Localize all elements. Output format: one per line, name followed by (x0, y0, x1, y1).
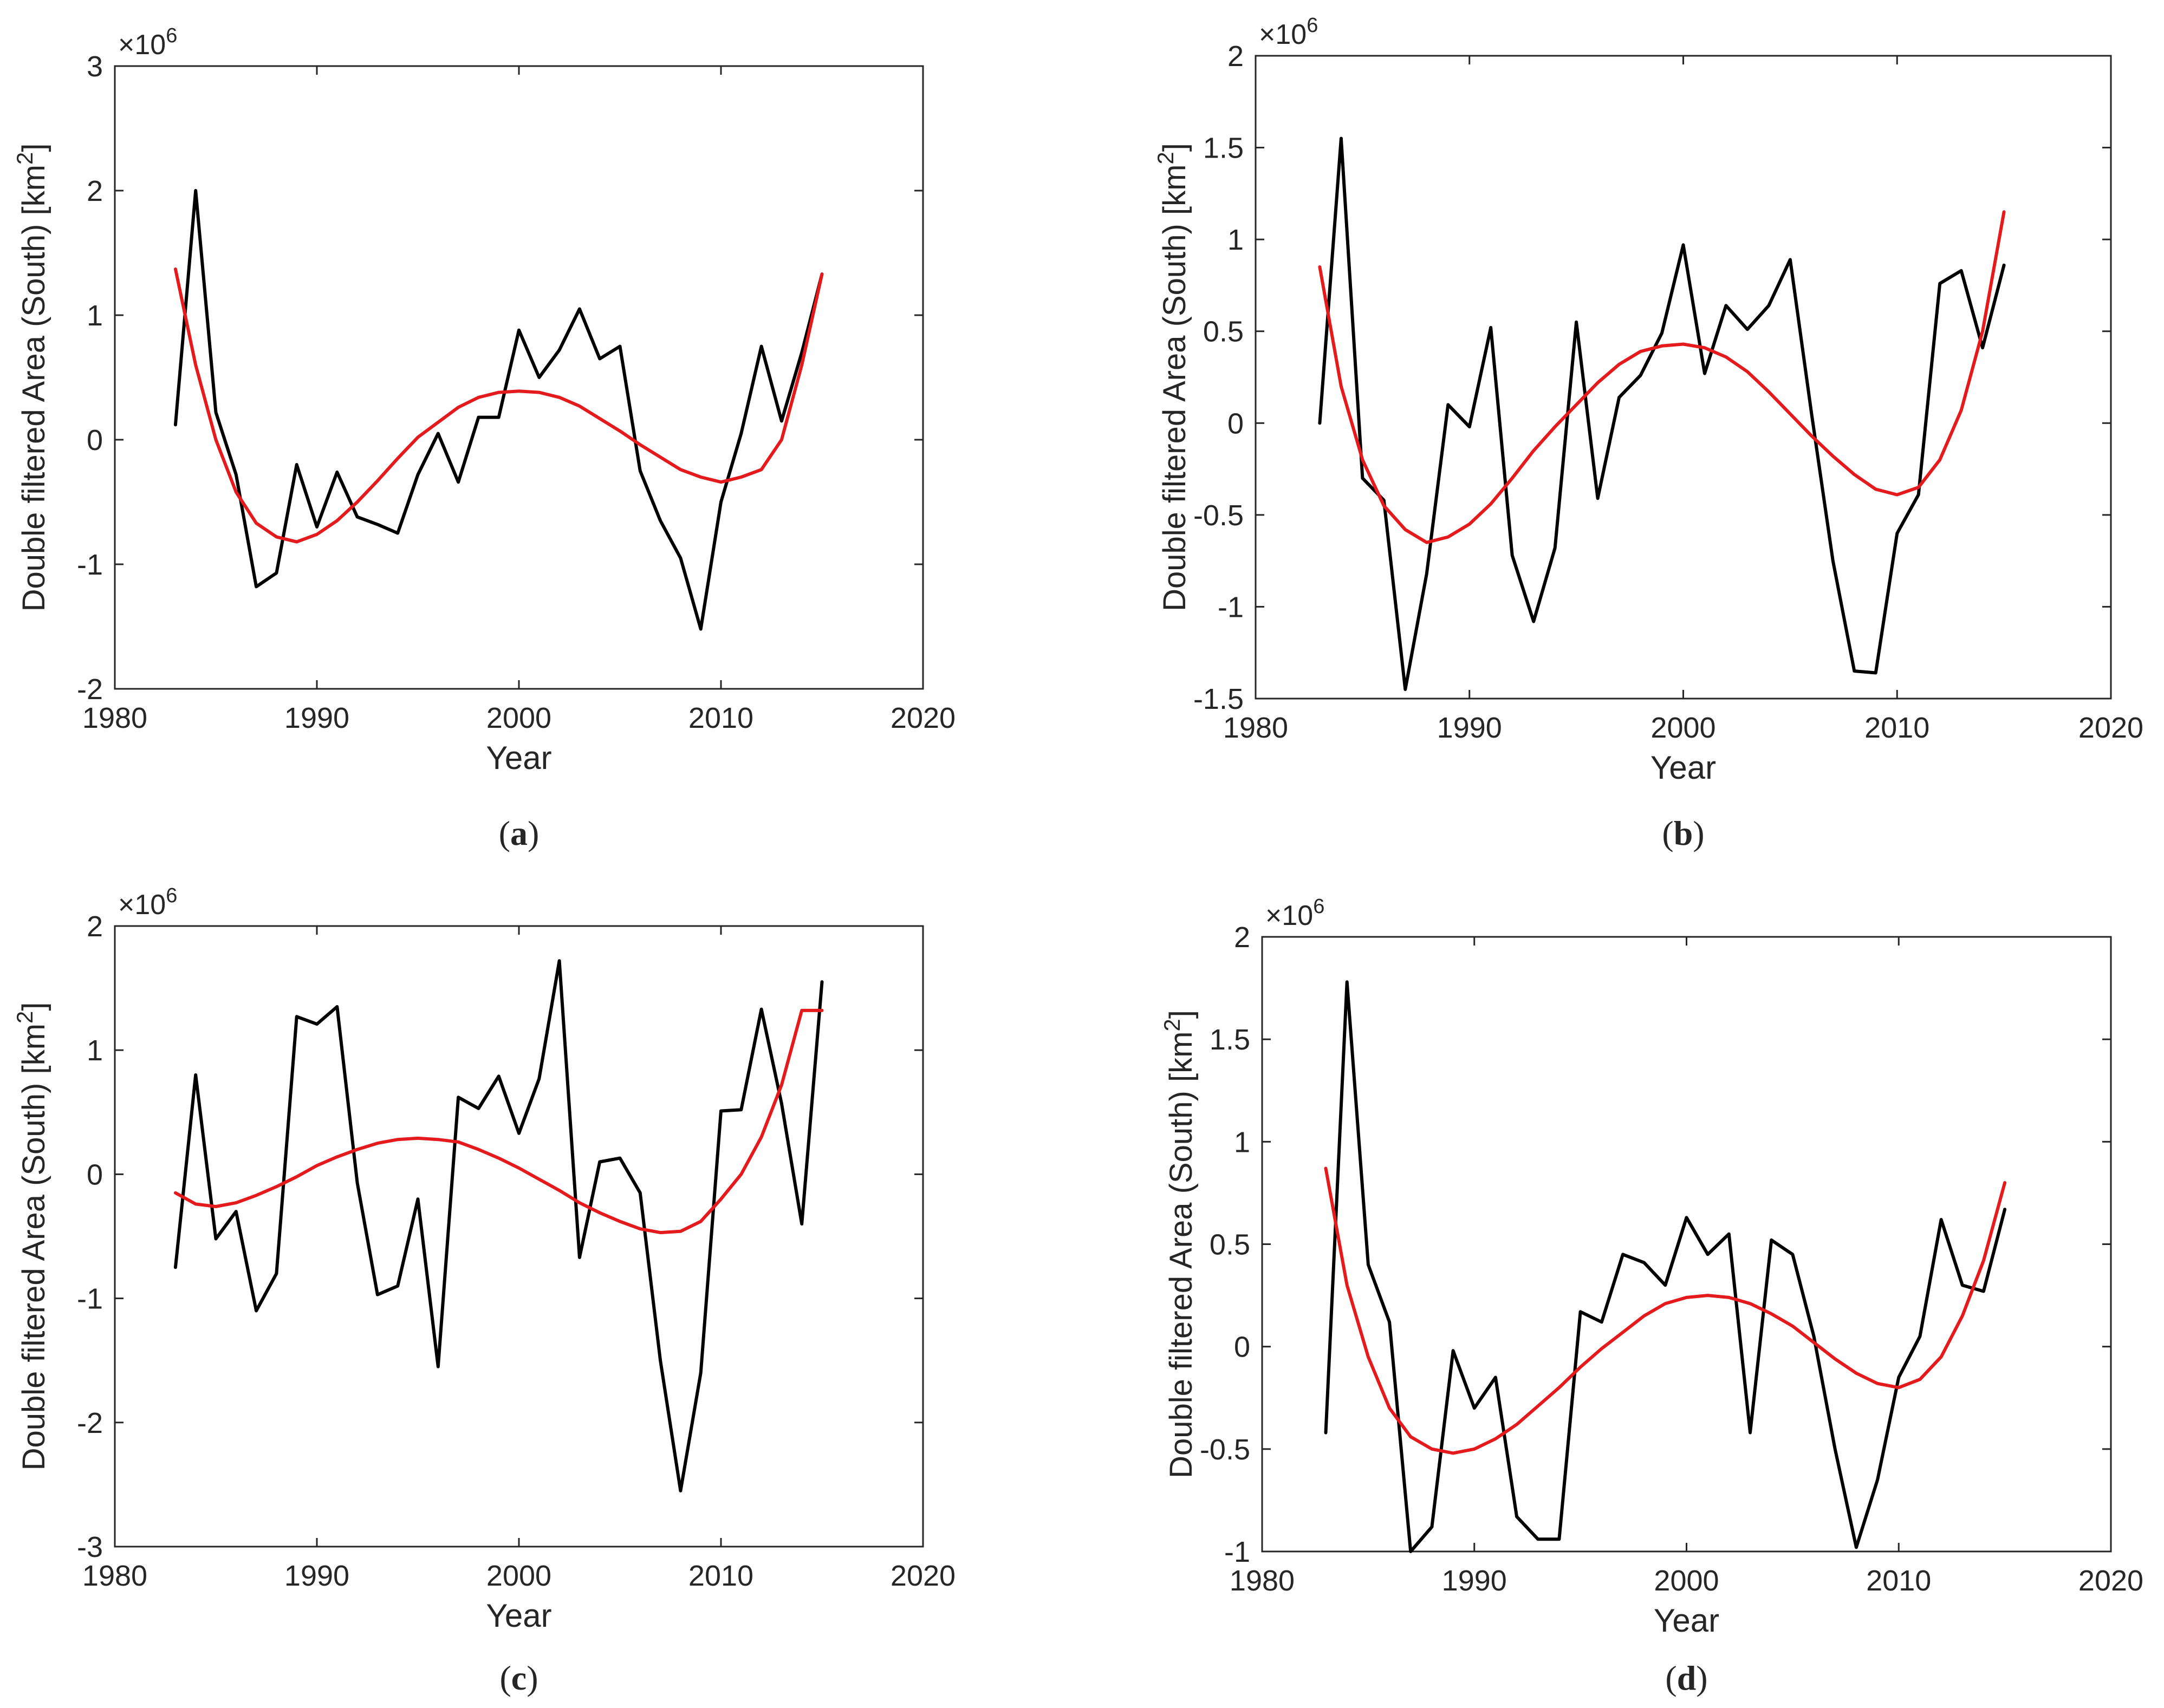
y-axis-label: Double filtered Area (South) [km2] (1153, 143, 1192, 611)
y-tick-label: -2 (77, 1407, 103, 1439)
y-tick-label: 2 (87, 175, 103, 207)
x-tick-label: 1980 (82, 702, 147, 734)
y-axis-label: Double filtered Area (South) [km2] (12, 1002, 51, 1471)
exponent-label: ×106 (1259, 14, 1318, 50)
x-tick-label: 1980 (1230, 1564, 1295, 1597)
panel-caption: (a) (499, 814, 540, 852)
x-tick-label: 1980 (82, 1560, 147, 1592)
fit-series-line (173, 1008, 824, 1235)
chart-panel-b: 1980 1990 2000 2010 2020 -1.5 -1 -0.5 0 0.5 1 1.5 2 ×… (1153, 14, 2143, 852)
exponent-label: ×106 (118, 24, 177, 61)
y-tick-label: 3 (87, 50, 103, 83)
x-tick-label: 1990 (1437, 712, 1502, 744)
y-tick-label: 0.5 (1210, 1229, 1250, 1261)
y-tick-label: 2 (1234, 921, 1250, 954)
x-tick-label: 1990 (284, 702, 349, 734)
fit-series-line (1324, 1166, 2007, 1455)
x-tick-label: 1980 (1223, 712, 1288, 744)
y-tick-label: 1.5 (1203, 132, 1244, 165)
y-tick-label: 2 (87, 910, 103, 943)
y-tick-label: -3 (77, 1531, 103, 1563)
y-tick-label: -0.5 (1200, 1433, 1250, 1466)
y-tick-label: -1 (77, 549, 103, 581)
y-tick-label: 1 (87, 299, 103, 332)
chart-panel-c: 1980 1990 2000 2010 2020 -3 -2 -1 0 1 2 ×106 Year Dou… (12, 884, 956, 1697)
plot-area (1261, 936, 2112, 1553)
y-tick-label: 0.5 (1203, 316, 1244, 348)
y-tick-label: 1 (1234, 1126, 1250, 1158)
x-tick-label: 2000 (1650, 712, 1715, 744)
x-axis-label: Year (1650, 749, 1716, 786)
panel-caption: (c) (499, 1659, 538, 1697)
y-axis-label: Double filtered Area (South) [km2] (12, 144, 51, 612)
x-tick-label: 2010 (1864, 712, 1929, 744)
y-tick-label: -1.5 (1193, 683, 1244, 715)
x-tick-label: 2000 (486, 702, 551, 734)
exponent-label: ×106 (1265, 895, 1324, 931)
y-tick-label: 1 (1227, 224, 1244, 256)
x-tick-label: 2010 (688, 702, 753, 734)
y-tick-label: -2 (77, 673, 103, 706)
x-tick-label: 2010 (688, 1560, 753, 1592)
y-tick-label: -1 (1218, 591, 1244, 623)
data-series-line (1318, 136, 2006, 691)
y-tick-label: 0 (87, 1158, 103, 1191)
x-tick-label: 2010 (1866, 1564, 1931, 1597)
y-axis-label: Double filtered Area (South) [km2] (1159, 1010, 1199, 1478)
plot-area (1255, 55, 2112, 700)
y-tick-label: 0 (87, 424, 103, 457)
y-tick-label: 0 (1234, 1331, 1250, 1364)
x-axis-label: Year (486, 740, 551, 776)
x-tick-label: 2020 (891, 702, 956, 734)
x-tick-label: 2020 (2078, 712, 2143, 744)
y-tick-label: 2 (1227, 40, 1244, 73)
y-tick-label: 0 (1227, 407, 1244, 440)
x-tick-label: 1990 (1442, 1564, 1507, 1597)
y-tick-label: -1 (1224, 1536, 1250, 1568)
fit-series-line (1318, 210, 2006, 544)
x-tick-label: 2020 (2078, 1564, 2143, 1597)
y-tick-label: 1 (87, 1034, 103, 1067)
exponent-label: ×106 (118, 884, 177, 921)
plot-area (114, 925, 924, 1548)
x-tick-label: 2000 (486, 1560, 551, 1592)
x-axis-label: Year (486, 1598, 551, 1634)
y-tick-label: -0.5 (1193, 499, 1244, 532)
panel-caption: (b) (1662, 814, 1704, 852)
x-axis-label: Year (1654, 1602, 1719, 1639)
y-tick-label: -1 (77, 1283, 103, 1315)
x-tick-label: 2020 (891, 1560, 956, 1592)
data-series-line (1324, 980, 2007, 1553)
x-tick-label: 1990 (284, 1560, 349, 1592)
y-tick-label: 1.5 (1210, 1024, 1250, 1056)
x-tick-label: 2000 (1654, 1564, 1719, 1597)
plot-area (114, 65, 924, 690)
chart-panel-d: 1980 1990 2000 2010 2020 -1 -0.5 0 0.5 1 1.5 2 ×106 Y… (1159, 895, 2143, 1697)
data-series-line (173, 959, 824, 1492)
chart-panel-a: 1980 1990 2000 2010 2020 -2 -1 0 1 2 3 ×106 Year Doub… (12, 24, 956, 852)
panel-caption: (d) (1665, 1659, 1707, 1697)
fit-series-line (173, 267, 824, 544)
